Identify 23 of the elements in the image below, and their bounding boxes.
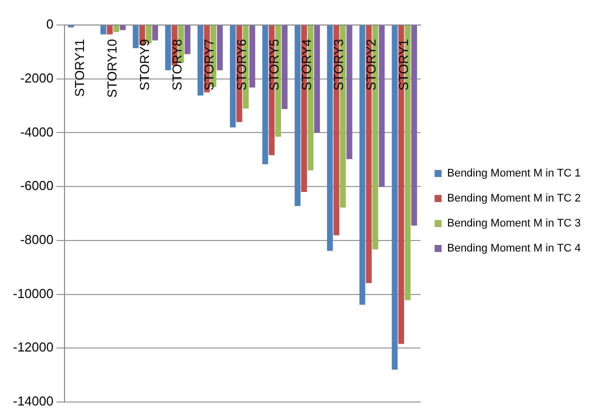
y-tick-label: -8000: [20, 232, 54, 248]
x-tick-label: STORY10: [104, 39, 120, 98]
legend-label: Bending Moment M in TC 3: [447, 218, 581, 230]
x-tick-label: STORY2: [364, 39, 379, 91]
y-tick-label: -12000: [12, 340, 54, 355]
legend-label: Bending Moment M in TC 1: [447, 168, 581, 180]
legend-label: Bending Moment M in TC 4: [447, 242, 581, 255]
y-tick-label: -2000: [20, 70, 54, 86]
x-tick-label: STORY8: [169, 39, 184, 91]
y-tick-label: -14000: [12, 394, 54, 409]
x-tick-label: STORY4: [298, 39, 314, 91]
x-tick-label: STORY3: [331, 39, 346, 91]
x-tick-label: STORY1: [396, 39, 411, 91]
x-tick-label: STORY11: [72, 39, 88, 97]
x-tick-label: STORY5: [266, 39, 282, 91]
x-tick-label: STORY7: [202, 39, 217, 91]
legend-label: Bending Moment M in TC 2: [447, 192, 581, 205]
y-tick-label: -10000: [12, 286, 54, 301]
x-tick-label: STORY9: [136, 39, 152, 91]
y-tick-label: 0: [46, 16, 54, 32]
x-tick-label: STORY6: [234, 39, 250, 91]
y-tick-label: -4000: [20, 124, 54, 140]
y-tick-label: -6000: [20, 178, 54, 194]
